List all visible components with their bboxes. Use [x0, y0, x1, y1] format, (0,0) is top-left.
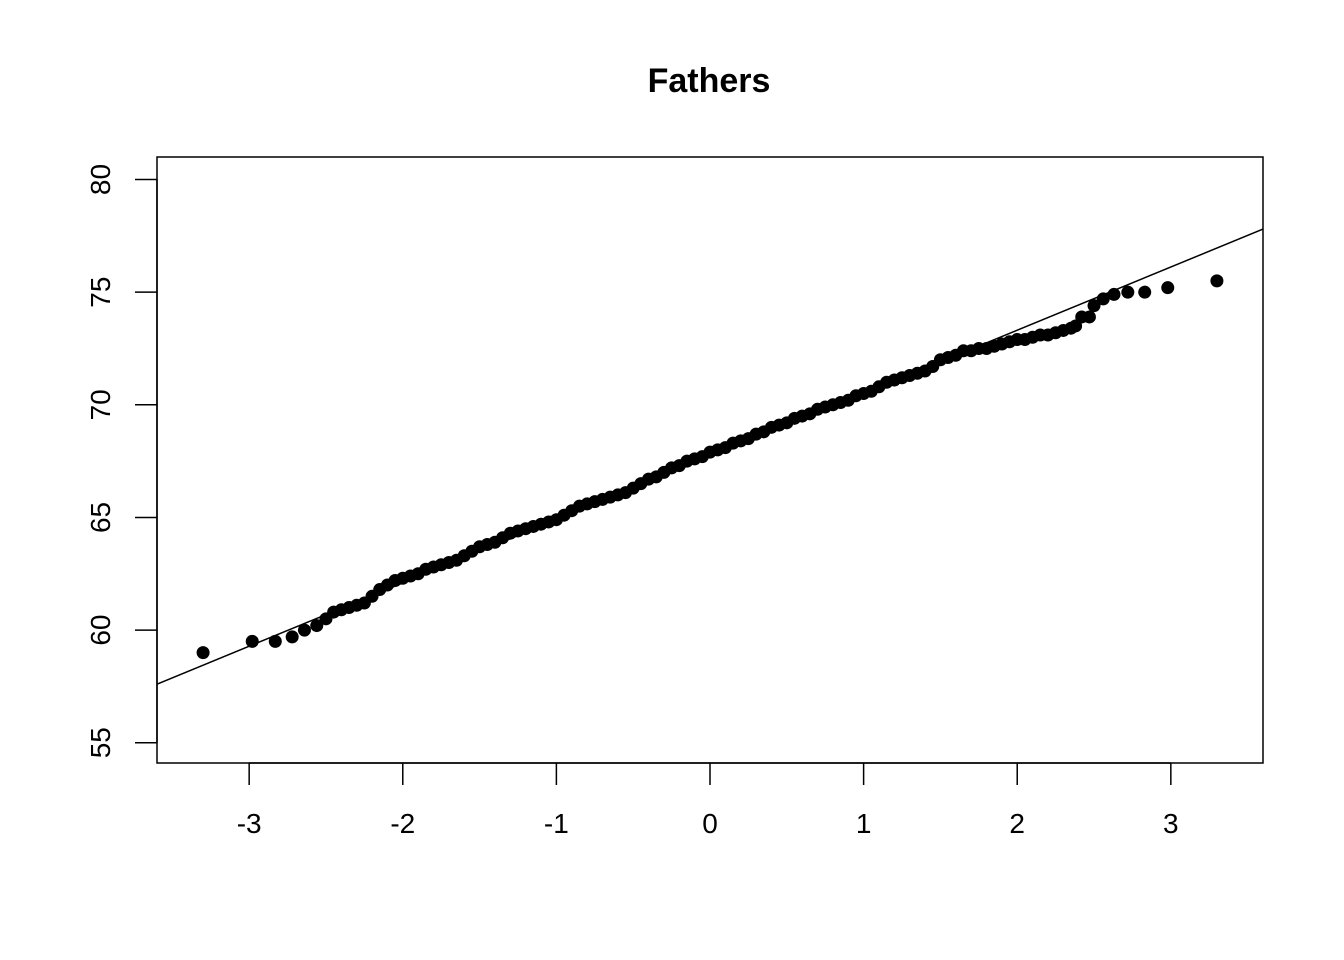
data-point: [268, 634, 282, 648]
x-tick-label: -2: [390, 808, 415, 839]
y-tick-label: 80: [85, 164, 116, 195]
data-point: [1082, 310, 1096, 324]
x-tick-label: 1: [856, 808, 872, 839]
x-tick-label: -1: [544, 808, 569, 839]
x-tick-label: 0: [702, 808, 718, 839]
data-point: [245, 634, 259, 648]
y-tick-label: 75: [85, 277, 116, 308]
x-axis: -3 -2 -1 0 1 2 3: [237, 762, 1179, 839]
y-tick-label: 65: [85, 502, 116, 533]
data-point: [1087, 299, 1101, 313]
data-point: [1107, 287, 1121, 301]
data-point: [1210, 274, 1224, 288]
data-point: [1121, 285, 1135, 299]
data-point: [297, 623, 311, 637]
data-point: [285, 630, 299, 644]
x-tick-label: -3: [237, 808, 262, 839]
data-point: [310, 619, 324, 633]
data-point: [1138, 285, 1152, 299]
x-tick-label: 2: [1009, 808, 1025, 839]
y-tick-label: 55: [85, 727, 116, 758]
data-point: [196, 646, 210, 660]
chart-title: Fathers: [648, 62, 771, 100]
plot-frame: [156, 156, 1264, 764]
y-tick-label: 70: [85, 389, 116, 420]
data-point: [1096, 292, 1110, 306]
y-axis: 55 60 65 70 75 80: [85, 164, 158, 758]
y-tick-label: 60: [85, 615, 116, 646]
data-points: [196, 274, 1224, 660]
x-tick-label: 3: [1163, 808, 1179, 839]
data-point: [1161, 281, 1175, 295]
